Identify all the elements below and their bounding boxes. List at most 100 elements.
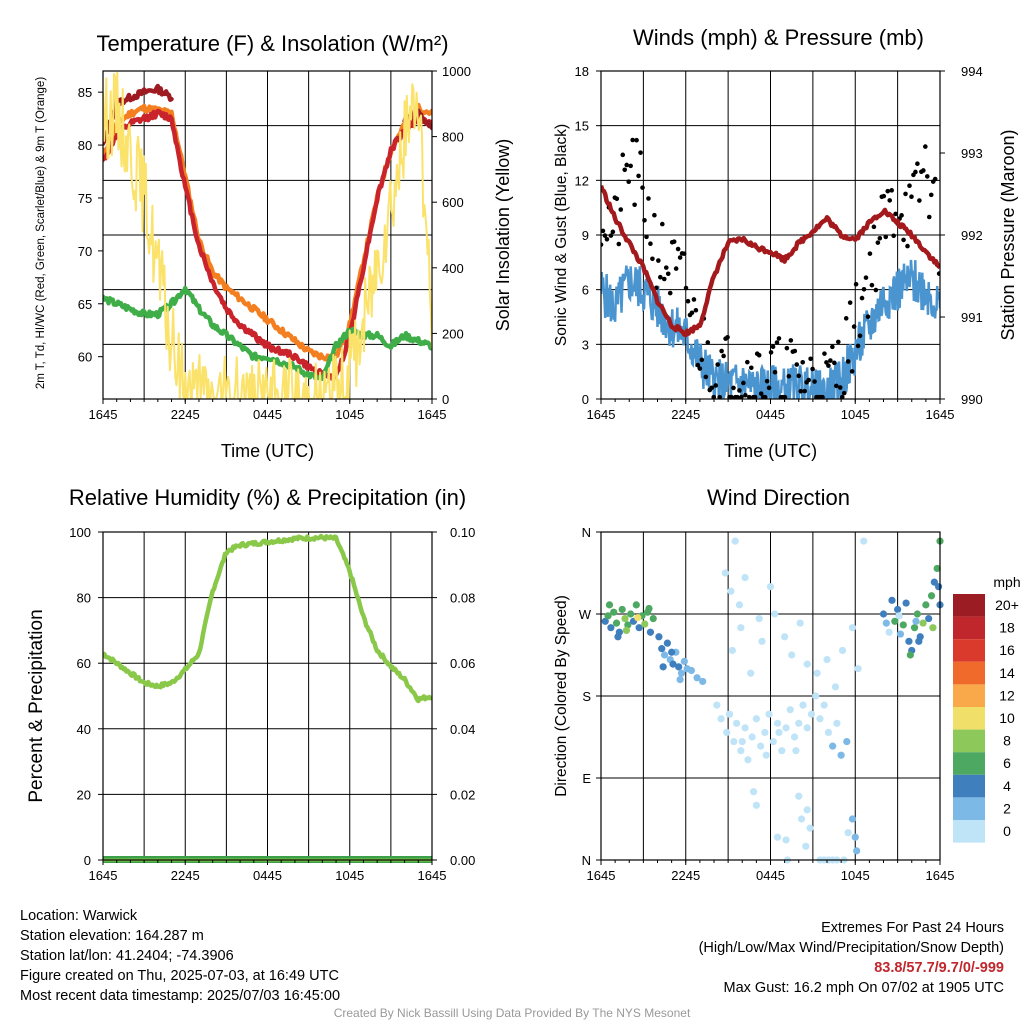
direction-point (762, 751, 770, 759)
gust-point (806, 377, 811, 383)
gust-point (928, 192, 934, 198)
direction-point (888, 596, 896, 604)
legend-swatch (953, 729, 985, 753)
gust-point (774, 340, 780, 345)
direction-point (848, 624, 857, 632)
gust-point (798, 388, 804, 394)
gust-point (873, 287, 879, 293)
y2-tick-label: 0 (442, 392, 449, 407)
gust-point (932, 176, 938, 182)
direction-point (796, 619, 804, 627)
x-tick-label: 1645 (418, 868, 447, 883)
direction-point (627, 610, 635, 618)
gust-point (665, 271, 671, 277)
direction-point (725, 710, 734, 718)
gust-point (924, 174, 930, 179)
gust-point (899, 213, 904, 218)
gust-point (841, 390, 847, 396)
gust-point (756, 352, 762, 358)
gust-point (632, 202, 637, 208)
gust-point (644, 234, 649, 240)
gust-point (610, 229, 616, 235)
station-location: Location: Warwick (20, 908, 138, 924)
y-tick-label: 20 (77, 787, 91, 802)
direction-point (807, 710, 816, 718)
gust-point (776, 336, 782, 341)
direction-point (621, 614, 629, 623)
gust-point (768, 350, 774, 355)
x-tick-label: 1045 (841, 868, 870, 883)
direction-point (797, 815, 806, 823)
y-axis-label: Direction (Colored By Speed) (553, 595, 570, 797)
y-tick-label: N (582, 525, 591, 540)
legend-label: 10 (999, 710, 1015, 726)
direction-point (723, 728, 731, 737)
chart-title: Winds (mph) & Pressure (mb) (633, 25, 924, 50)
gust-point (764, 378, 770, 384)
gust-point (697, 366, 703, 371)
direction-point (622, 626, 631, 635)
legend-swatch (953, 820, 985, 843)
extremes-values: 83.8/57.7/9.7/0/-999 (874, 960, 1004, 976)
gust-point (800, 360, 806, 365)
y-tick-label: 0 (84, 853, 91, 868)
direction-point (758, 637, 766, 645)
gust-point (671, 239, 677, 244)
gust-point (601, 228, 606, 234)
legend-swatch (953, 707, 985, 730)
gust-point (624, 162, 630, 168)
gust-point (893, 211, 898, 217)
extremes-box: Extremes For Past 24 Hours (High/Low/Max… (699, 918, 1004, 998)
y2-tick-label: 800 (442, 130, 464, 145)
direction-point (757, 742, 765, 750)
gust-point (739, 394, 744, 399)
x-tick-label: 1045 (841, 407, 870, 422)
gust-point (634, 137, 639, 143)
legend-swatch (953, 616, 985, 640)
gust-point (618, 207, 624, 212)
legend-label: 2 (1003, 800, 1011, 816)
gust-point (847, 300, 853, 305)
y2-tick-label: 993 (961, 146, 983, 161)
direction-point (803, 724, 811, 732)
gust-point (855, 343, 861, 349)
gust-point (660, 221, 665, 227)
direction-point (930, 578, 938, 586)
rh-line (103, 533, 432, 704)
gust-point (891, 233, 896, 239)
direction-point (675, 663, 683, 671)
legend-label: 20+ (995, 597, 1019, 613)
gust-point (923, 144, 928, 149)
gust-point (604, 236, 610, 242)
y2-tick-label: 994 (961, 64, 983, 79)
y-tick-label: 9 (582, 228, 589, 243)
direction-point (913, 610, 922, 618)
gust-point (661, 276, 667, 282)
solar-line (103, 71, 432, 399)
y-tick-label: 60 (78, 350, 92, 365)
direction-point (820, 701, 828, 709)
gust-point (673, 266, 679, 271)
direction-point (635, 624, 643, 632)
gust-point (735, 394, 740, 399)
direction-point (812, 692, 820, 700)
legend-swatch (953, 797, 985, 820)
direction-point (676, 676, 684, 684)
direction-point (833, 719, 841, 727)
legend-label: 8 (1003, 733, 1011, 749)
gust-point (622, 167, 628, 173)
direction-point (837, 751, 845, 759)
gust-point (913, 169, 918, 175)
gust-point (703, 374, 709, 380)
direction-point (717, 715, 725, 723)
x-tick-label: 0445 (756, 407, 785, 422)
x-tick-label: 1645 (926, 407, 955, 422)
y2-tick-label: 991 (961, 310, 983, 325)
gust-point (865, 314, 871, 320)
gust-point (636, 173, 641, 179)
direction-point (730, 737, 738, 746)
gust-point (717, 394, 722, 399)
gust-point (642, 217, 647, 223)
direction-point (765, 710, 773, 718)
gust-point (626, 179, 631, 185)
